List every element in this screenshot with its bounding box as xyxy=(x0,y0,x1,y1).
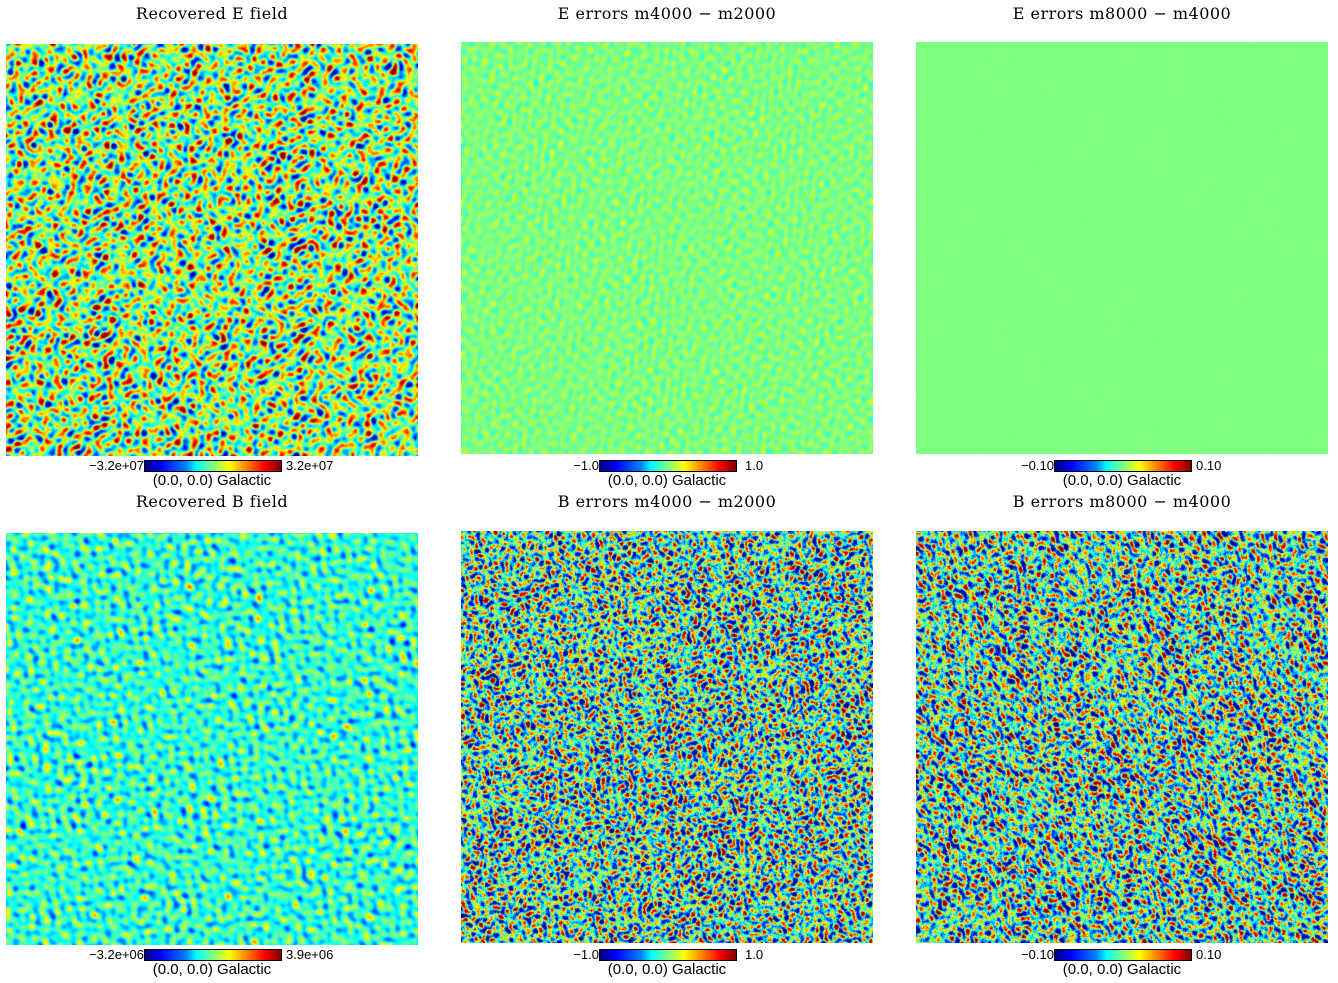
panel-b-errors-m8000-m4000: B errors m8000 − m4000 −0.10 0.10 (0.0, … xyxy=(916,490,1328,980)
colorbar-gradient xyxy=(1054,460,1192,472)
colorbar-min-label: −0.10 xyxy=(1021,458,1054,473)
colorbar-min-label: −1.0 xyxy=(573,947,599,962)
colorbar-gradient xyxy=(144,949,282,961)
panel-recovered-e-field: Recovered E field −3.2e+07 3.2e+07 (0.0,… xyxy=(6,0,418,490)
colorbar: −1.0 1.0 xyxy=(461,947,873,963)
panel-title: Recovered E field xyxy=(135,4,289,23)
sky-map xyxy=(6,44,418,456)
coordinate-label: (0.0, 0.0) Galactic xyxy=(607,961,727,978)
colorbar-gradient xyxy=(1054,949,1192,961)
panel-recovered-b-field: Recovered B field −3.2e+06 3.9e+06 (0.0,… xyxy=(6,490,418,980)
panel-title: Recovered B field xyxy=(135,492,289,511)
colorbar-gradient xyxy=(144,460,282,472)
panel-e-errors-m8000-m4000: E errors m8000 − m4000 −0.10 0.10 (0.0, … xyxy=(916,0,1328,490)
panel-b-errors-m4000-m2000: B errors m4000 − m2000 −1.0 1.0 (0.0, 0.… xyxy=(461,490,873,980)
colorbar: −1.0 1.0 xyxy=(461,458,873,474)
colorbar: −3.2e+07 3.2e+07 xyxy=(6,458,418,474)
colorbar-max-label: 3.9e+06 xyxy=(286,947,334,962)
coordinate-label: (0.0, 0.0) Galactic xyxy=(607,472,727,489)
panel-title: B errors m8000 − m4000 xyxy=(1012,492,1232,511)
colorbar-max-label: 3.2e+07 xyxy=(286,458,334,473)
colorbar-min-label: −3.2e+07 xyxy=(89,458,144,473)
colorbar-max-label: 1.0 xyxy=(745,458,764,473)
colorbar-max-label: 1.0 xyxy=(745,947,764,962)
coordinate-label: (0.0, 0.0) Galactic xyxy=(1062,961,1182,978)
panel-title: E errors m4000 − m2000 xyxy=(557,4,777,23)
colorbar-min-label: −0.10 xyxy=(1021,947,1054,962)
colorbar: −3.2e+06 3.9e+06 xyxy=(6,947,418,963)
colorbar: −0.10 0.10 xyxy=(916,947,1328,963)
sky-map xyxy=(916,531,1328,943)
colorbar-gradient xyxy=(599,460,737,472)
sky-map xyxy=(461,531,873,943)
colorbar-max-label: 0.10 xyxy=(1196,458,1222,473)
sky-map xyxy=(461,42,873,454)
colorbar-gradient xyxy=(599,949,737,961)
sky-map xyxy=(916,42,1328,454)
colorbar-min-label: −3.2e+06 xyxy=(89,947,144,962)
panel-e-errors-m4000-m2000: E errors m4000 − m2000 −1.0 1.0 (0.0, 0.… xyxy=(461,0,873,490)
coordinate-label: (0.0, 0.0) Galactic xyxy=(1062,472,1182,489)
coordinate-label: (0.0, 0.0) Galactic xyxy=(152,961,272,978)
colorbar: −0.10 0.10 xyxy=(916,458,1328,474)
panel-title: B errors m4000 − m2000 xyxy=(557,492,777,511)
colorbar-min-label: −1.0 xyxy=(573,458,599,473)
colorbar-max-label: 0.10 xyxy=(1196,947,1222,962)
sky-map xyxy=(6,533,418,945)
coordinate-label: (0.0, 0.0) Galactic xyxy=(152,472,272,489)
panel-title: E errors m8000 − m4000 xyxy=(1012,4,1232,23)
